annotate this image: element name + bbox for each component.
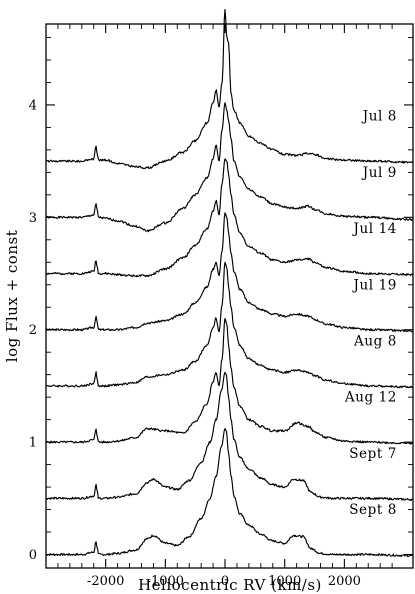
y-tick-label: 1 [29, 436, 37, 451]
y-tick-label: 3 [29, 211, 37, 226]
x-tick-label: 0 [221, 574, 229, 589]
y-tick-label: 4 [29, 98, 37, 113]
x-axis-label: Heliocentric RV (km/s) [138, 576, 322, 594]
series-label-aug-12: Aug 12 [344, 390, 397, 406]
series-line-sept-8 [45, 428, 413, 558]
series-line-jul-14 [45, 158, 414, 278]
x-tick-label: 1000 [268, 574, 301, 589]
y-tick-label: 0 [29, 548, 37, 563]
series-label-aug-8: Aug 8 [353, 334, 397, 350]
series-line-aug-8 [45, 261, 413, 389]
x-tick-label: 2000 [328, 574, 361, 589]
series-label-sept-8: Sept 8 [349, 502, 397, 518]
x-tick-label: -2000 [87, 574, 124, 589]
series-line-jul-8 [45, 8, 414, 170]
series-line-aug-12 [45, 317, 413, 445]
spectral-traces [45, 8, 414, 558]
series-labels: Jul 8 Jul 9 Jul 14 Jul 19 Aug 8 Aug 12 Sept 7 S… [344, 109, 397, 518]
axis-ticks [46, 24, 413, 568]
series-label-jul-14: Jul 14 [352, 221, 398, 237]
y-axis-label: log Flux + const [3, 230, 21, 362]
series-line-jul-19 [45, 212, 414, 333]
x-tick-label: -1000 [147, 574, 184, 589]
series-label-sept-7: Sept 7 [349, 446, 397, 462]
series-label-jul-9: Jul 9 [361, 165, 397, 181]
series-label-jul-19: Jul 19 [352, 277, 398, 293]
series-line-sept-7 [45, 371, 413, 501]
plot-frame [45, 23, 414, 569]
axis-tick-labels: -2000 -1000 0 1000 2000 0 1 2 3 4 [29, 98, 361, 589]
series-label-jul-8: Jul 8 [361, 109, 397, 125]
y-tick-label: 2 [29, 323, 37, 338]
series-line-jul-9 [45, 102, 414, 233]
